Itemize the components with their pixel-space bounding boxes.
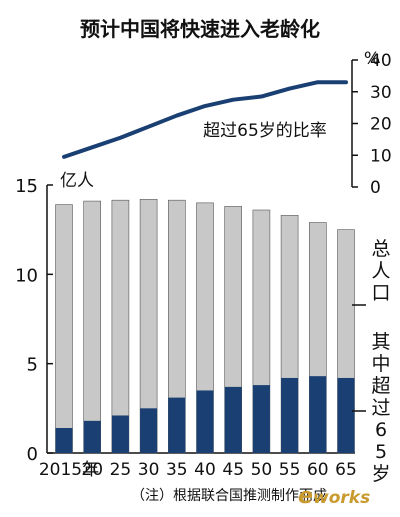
watermark: e works — [298, 484, 370, 509]
bar-over-65 — [281, 377, 299, 453]
watermark-works: works — [313, 488, 370, 508]
bar-over-65 — [55, 427, 73, 453]
x-tick-label: 25 — [110, 460, 132, 480]
legend-total: 总人口 — [352, 238, 391, 306]
chart-title: 预计中国将快速进入老龄化 — [80, 17, 320, 41]
line-axis-tick-label: 10 — [370, 146, 392, 166]
bar-over-65 — [224, 386, 242, 453]
ratio-point — [147, 125, 151, 129]
x-tick-label: 20 — [81, 460, 103, 480]
bar-axis-tick-label: 5 — [27, 355, 38, 376]
line-axis-tick-label: 30 — [370, 83, 392, 103]
ratio-point — [344, 80, 348, 84]
x-tick-label: 55 — [279, 460, 301, 480]
bar-axis-tick-label: 10 — [15, 265, 38, 286]
chart-note: （注）根据联合国推测制作而成 — [131, 488, 327, 504]
watermark-e: e — [298, 484, 313, 509]
bar-total-population — [83, 200, 101, 454]
line-axis-tick-label: 20 — [370, 115, 392, 135]
line-series — [62, 80, 348, 159]
ratio-line — [62, 80, 348, 159]
line-axis-unit: % — [364, 49, 380, 69]
bar-over-65 — [168, 397, 186, 453]
bar-over-65 — [309, 376, 327, 453]
bar-over-65 — [111, 415, 129, 453]
x-tick-label: 65 — [335, 460, 357, 480]
legend-total-label: 总人口 — [371, 238, 390, 304]
ratio-point — [316, 80, 320, 84]
bar-over-65 — [83, 420, 101, 453]
bar-axis-tick-label: 0 — [27, 444, 38, 465]
x-tick-label: 40 — [194, 460, 216, 480]
ratio-point — [288, 87, 292, 91]
ratio-point — [175, 114, 179, 118]
x-tick-label: 45 — [222, 460, 244, 480]
line-axis-tick-label: 40 — [370, 51, 392, 71]
line-series-label: 超过65岁的比率 — [203, 121, 327, 141]
ratio-point — [259, 95, 263, 99]
bar-total-population — [55, 204, 73, 454]
bars — [55, 198, 355, 454]
x-tick-label: 30 — [138, 460, 160, 480]
x-tick-label: 2015年 — [39, 460, 99, 480]
legend-elderly-label: 其中超过 6 5 岁 — [371, 331, 390, 485]
ratio-point — [118, 136, 122, 140]
bar-over-65 — [196, 390, 214, 453]
ratio-point — [62, 155, 66, 159]
bar-axis-tick-label: 15 — [15, 176, 38, 197]
line-axis-tick-label: 0 — [370, 178, 381, 198]
bar-over-65 — [337, 377, 355, 453]
ratio-point — [203, 104, 207, 108]
bar-axis-unit: 亿人 — [60, 171, 94, 191]
bar-over-65 — [140, 408, 158, 453]
x-tick-label: 50 — [251, 460, 273, 480]
bar-over-65 — [252, 385, 270, 453]
ratio-point — [231, 98, 235, 102]
x-tick-label: 60 — [307, 460, 329, 480]
line-axis: % 0 10 20 30 40 — [351, 49, 392, 198]
bar-total-population — [111, 199, 130, 454]
x-tick-label: 35 — [166, 460, 188, 480]
ratio-point — [90, 145, 94, 149]
legend-elderly: 其中超过 6 5 岁 — [352, 331, 391, 485]
